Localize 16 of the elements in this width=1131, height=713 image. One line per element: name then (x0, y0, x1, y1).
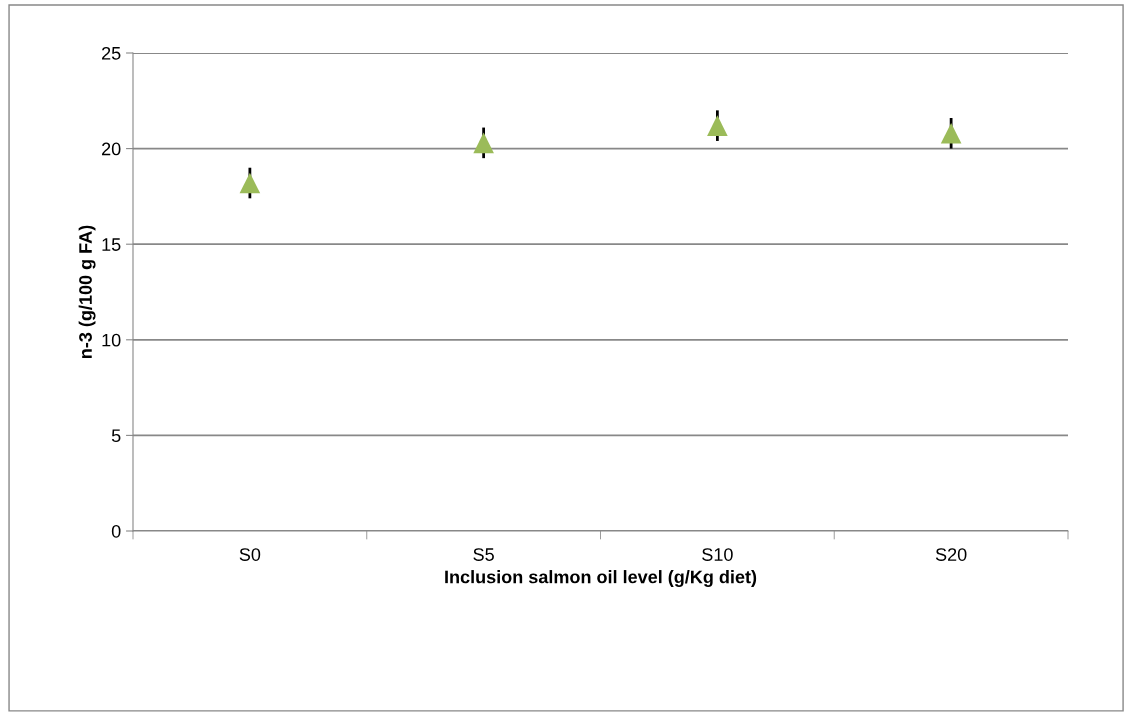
point (239, 172, 261, 194)
point (473, 132, 494, 154)
y-tick-label: 20 (102, 142, 121, 156)
y-tick-label: 25 (102, 46, 121, 60)
y-tick-label: 15 (102, 238, 121, 251)
y-axis-title: n-3 (g/100 g FA) (78, 225, 96, 359)
x-tick-label: S20 (935, 548, 967, 561)
y-tick-label: 0 (111, 524, 121, 538)
x-tick-label: S5 (473, 548, 494, 561)
point (707, 115, 728, 136)
y-tick-label: 5 (111, 429, 121, 443)
x-axis-title: Inclusion salmon oil level (g/Kg diet) (445, 570, 757, 587)
x-tick-label: S0 (239, 548, 261, 561)
y-tick-label: 10 (102, 333, 121, 347)
x-tick-label: S10 (702, 548, 733, 561)
point (940, 123, 962, 144)
